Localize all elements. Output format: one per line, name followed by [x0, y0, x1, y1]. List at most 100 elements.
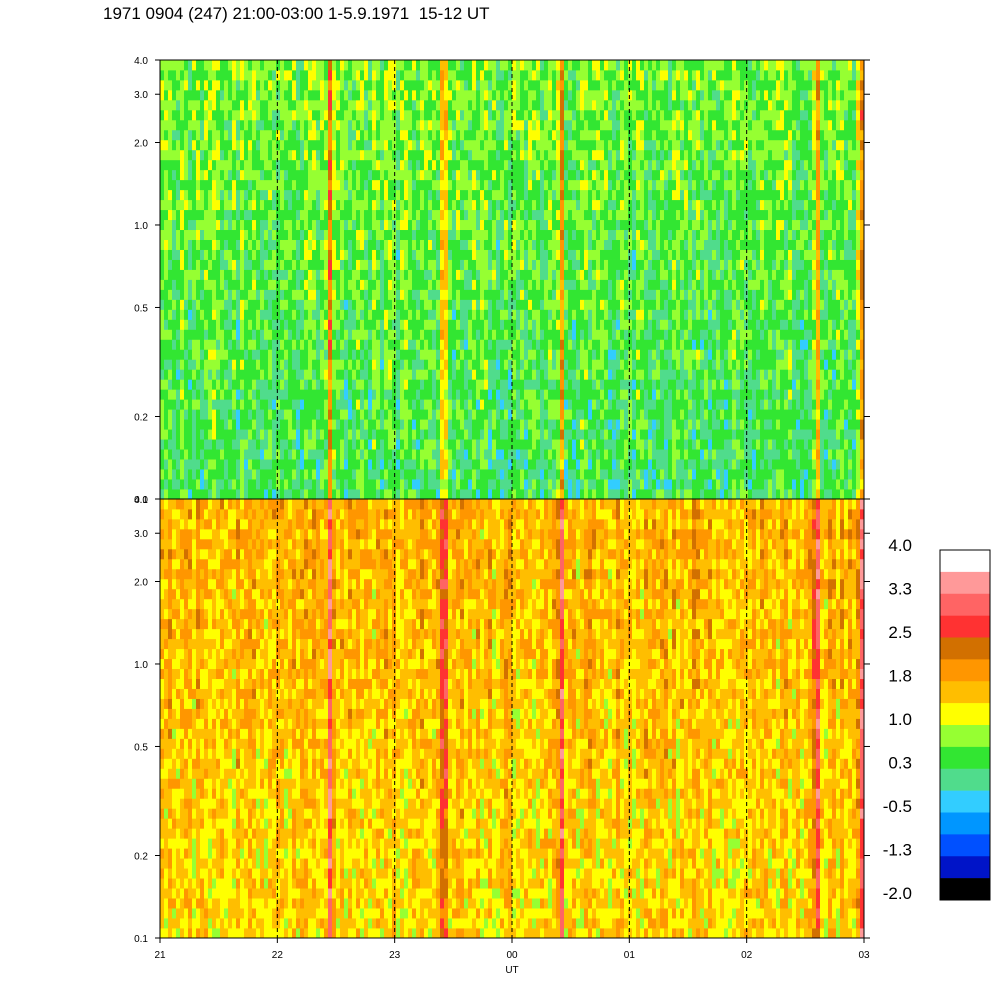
heatmap-cell	[464, 210, 468, 220]
heatmap-cell	[364, 359, 368, 369]
heatmap-cell	[356, 270, 360, 280]
heatmap-cell	[164, 120, 168, 130]
heatmap-cell	[252, 489, 256, 499]
heatmap-cell	[308, 449, 312, 459]
heatmap-cell	[252, 230, 256, 240]
heatmap-cell	[372, 90, 376, 100]
heatmap-cell	[512, 289, 516, 299]
heatmap-cell	[228, 399, 232, 409]
heatmap-cell	[312, 419, 316, 429]
heatmap-cell	[164, 339, 168, 349]
heatmap-cell	[500, 220, 504, 230]
heatmap-cell	[536, 309, 540, 319]
heatmap-cell	[552, 250, 556, 260]
heatmap-cell	[344, 80, 348, 90]
heatmap-cell	[380, 220, 384, 230]
heatmap-cell	[484, 409, 488, 419]
heatmap-cell	[556, 479, 560, 489]
heatmap-cell	[296, 409, 300, 419]
heatmap-cell	[224, 489, 228, 499]
heatmap-cell	[408, 419, 412, 429]
heatmap-cell	[432, 160, 436, 170]
heatmap-cell	[604, 60, 608, 70]
heatmap-cell	[460, 150, 464, 160]
heatmap-cell	[332, 200, 336, 210]
heatmap-cell	[480, 100, 484, 110]
heatmap-cell	[328, 489, 332, 499]
heatmap-cell	[484, 399, 488, 409]
heatmap-cell	[256, 250, 260, 260]
heatmap-cell	[464, 130, 468, 140]
heatmap-cell	[604, 180, 608, 190]
heatmap-cell	[444, 280, 448, 290]
heatmap-cell	[316, 409, 320, 419]
heatmap-cell	[572, 299, 576, 309]
heatmap-cell	[584, 449, 588, 459]
heatmap-cell	[400, 329, 404, 339]
heatmap-cell	[500, 339, 504, 349]
heatmap-cell	[612, 250, 616, 260]
heatmap-cell	[368, 100, 372, 110]
heatmap-cell	[260, 399, 264, 409]
heatmap-cell	[544, 479, 548, 489]
heatmap-cell	[236, 270, 240, 280]
heatmap-cell	[276, 419, 280, 429]
heatmap-cell	[468, 90, 472, 100]
heatmap-cell	[184, 90, 188, 100]
heatmap-cell	[284, 190, 288, 200]
heatmap-cell	[184, 260, 188, 270]
heatmap-cell	[512, 230, 516, 240]
heatmap-cell	[188, 120, 192, 130]
heatmap-cell	[384, 309, 388, 319]
heatmap-cell	[520, 280, 524, 290]
heatmap-cell	[252, 160, 256, 170]
heatmap-cell	[532, 469, 536, 479]
heatmap-cell	[344, 240, 348, 250]
heatmap-cell	[368, 449, 372, 459]
heatmap-cell	[388, 280, 392, 290]
heatmap-cell	[388, 100, 392, 110]
heatmap-cell	[468, 429, 472, 439]
heatmap-cell	[576, 200, 580, 210]
heatmap-cell	[412, 479, 416, 489]
heatmap-cell	[460, 120, 464, 130]
heatmap-cell	[264, 489, 268, 499]
heatmap-cell	[544, 489, 548, 499]
heatmap-cell	[196, 429, 200, 439]
heatmap-cell	[204, 220, 208, 230]
heatmap-cell	[276, 289, 280, 299]
heatmap-cell	[544, 299, 548, 309]
heatmap-cell	[412, 260, 416, 270]
heatmap-cell	[208, 369, 212, 379]
heatmap-cell	[240, 349, 244, 359]
heatmap-cell	[200, 250, 204, 260]
heatmap-cell	[424, 479, 428, 489]
heatmap-cell	[464, 349, 468, 359]
heatmap-cell	[232, 190, 236, 200]
heatmap-cell	[476, 489, 480, 499]
heatmap-cell	[476, 100, 480, 110]
heatmap-cell	[604, 289, 608, 299]
heatmap-cell	[456, 160, 460, 170]
heatmap-cell	[424, 379, 428, 389]
heatmap-cell	[604, 319, 608, 329]
heatmap-cell	[288, 250, 292, 260]
heatmap-cell	[536, 389, 540, 399]
heatmap-cell	[212, 369, 216, 379]
heatmap-cell	[440, 329, 444, 339]
heatmap-cell	[460, 210, 464, 220]
heatmap-cell	[324, 60, 328, 70]
heatmap-cell	[492, 489, 496, 499]
heatmap-cell	[168, 260, 172, 270]
heatmap-cell	[172, 449, 176, 459]
heatmap-cell	[388, 309, 392, 319]
heatmap-cell	[572, 289, 576, 299]
heatmap-cell	[452, 90, 456, 100]
heatmap-cell	[292, 110, 296, 120]
heatmap-cell	[196, 260, 200, 270]
heatmap-cell	[556, 349, 560, 359]
heatmap-cell	[540, 459, 544, 469]
heatmap-cell	[412, 250, 416, 260]
heatmap-cell	[256, 299, 260, 309]
heatmap-cell	[580, 240, 584, 250]
